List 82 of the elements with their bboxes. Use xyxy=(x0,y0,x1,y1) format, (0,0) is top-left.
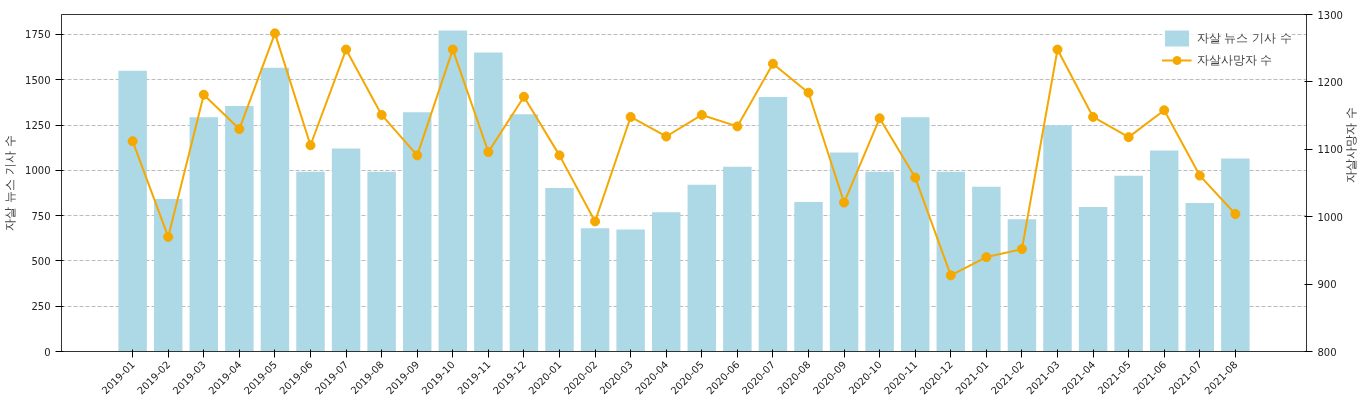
bar xyxy=(402,112,432,352)
y2-tick-label: 800 xyxy=(1317,346,1337,358)
bar xyxy=(118,70,147,352)
point xyxy=(839,197,850,208)
bar xyxy=(936,171,966,352)
y-tick-label: 1250 xyxy=(25,120,51,132)
point xyxy=(732,121,743,132)
bar xyxy=(189,117,219,352)
bar xyxy=(225,106,254,352)
point xyxy=(1016,244,1027,255)
y2-tick-label: 1100 xyxy=(1317,144,1343,156)
bar xyxy=(1185,203,1215,352)
point xyxy=(590,216,601,227)
point xyxy=(234,124,245,135)
point xyxy=(1230,209,1241,219)
point xyxy=(981,252,992,263)
bar xyxy=(1149,150,1179,352)
bar xyxy=(367,171,396,352)
bar xyxy=(438,30,468,352)
bar xyxy=(296,171,325,352)
point xyxy=(269,28,280,39)
point xyxy=(661,131,672,142)
bar xyxy=(153,198,183,352)
y-tick-label: 250 xyxy=(31,301,51,313)
bar xyxy=(1114,175,1143,352)
y2-axis-title: 자살사망자 수 xyxy=(1343,107,1358,183)
y2-tick-label: 1000 xyxy=(1317,211,1343,223)
point xyxy=(412,150,423,161)
bar xyxy=(758,96,788,352)
point xyxy=(1052,44,1063,55)
y-tick-label: 1750 xyxy=(25,29,51,41)
point xyxy=(874,113,885,124)
point xyxy=(127,136,138,147)
y-tick-label: 0 xyxy=(44,346,51,358)
bar xyxy=(1078,207,1108,352)
bar xyxy=(687,184,717,352)
bar xyxy=(829,152,859,352)
point xyxy=(696,109,707,120)
y-tick-label: 750 xyxy=(31,210,51,222)
y-tick-label: 1500 xyxy=(25,74,51,86)
y-tick-label: 1000 xyxy=(25,165,51,177)
legend-label: 자살 뉴스 기사 수 xyxy=(1196,29,1292,47)
point xyxy=(1123,132,1134,143)
bar xyxy=(1007,219,1037,352)
point xyxy=(447,44,458,55)
bar xyxy=(972,186,1001,352)
point xyxy=(1088,111,1099,122)
point xyxy=(518,91,529,102)
y2-tick-label: 900 xyxy=(1317,279,1337,291)
bar xyxy=(900,117,930,352)
point xyxy=(945,270,956,281)
point xyxy=(803,87,814,98)
point xyxy=(163,231,174,242)
y-tick-label: 500 xyxy=(31,255,51,267)
legend-label: 자살사망자 수 xyxy=(1196,51,1273,69)
bar xyxy=(1221,158,1250,352)
point xyxy=(341,44,352,55)
bar xyxy=(651,212,681,352)
point xyxy=(625,111,636,122)
bar xyxy=(509,114,539,352)
bar xyxy=(545,187,574,352)
bar xyxy=(723,166,752,352)
bar xyxy=(580,228,610,352)
point xyxy=(1159,105,1170,116)
bar xyxy=(794,202,823,352)
point xyxy=(305,140,316,151)
point xyxy=(1194,170,1205,181)
point xyxy=(910,172,921,183)
y-axis-title: 자살 뉴스 기사 수 xyxy=(3,135,18,231)
y2-tick-label: 1300 xyxy=(1317,9,1343,21)
point xyxy=(554,150,565,161)
point xyxy=(483,147,494,157)
point xyxy=(376,109,387,120)
bar xyxy=(331,148,361,352)
bar xyxy=(474,52,503,352)
bar xyxy=(616,229,645,352)
bar xyxy=(260,67,290,352)
bar xyxy=(1043,125,1072,352)
point xyxy=(198,89,209,100)
y2-tick-label: 1200 xyxy=(1317,76,1343,88)
point xyxy=(767,58,778,69)
bar xyxy=(865,171,894,352)
